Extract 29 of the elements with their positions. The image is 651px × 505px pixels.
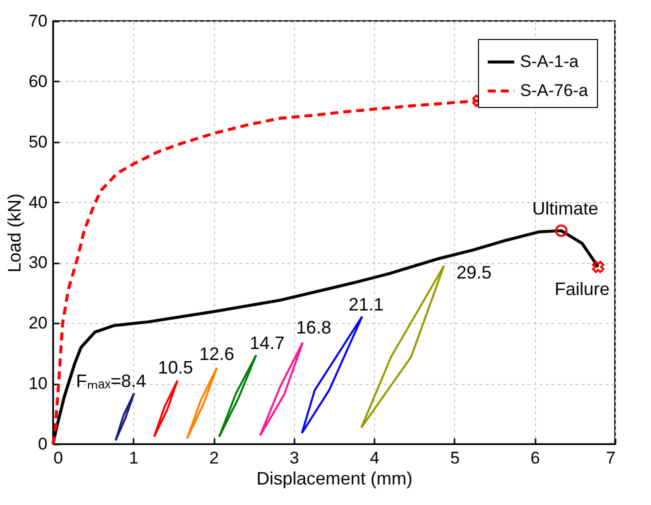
annotation: 10.5 [158, 358, 193, 378]
y-tick-label: 70 [28, 12, 48, 30]
annotation: Fₘₐₓ=8.4 [76, 371, 146, 392]
y-tick-label: 50 [28, 132, 48, 152]
legend-label: S-A-1-a [520, 52, 580, 71]
annotation: Failure [554, 278, 610, 299]
x-tick-label: 5 [450, 448, 460, 468]
y-tick-label: 10 [28, 374, 48, 394]
x-tick-label: 3 [290, 448, 300, 468]
y-tick-label: 40 [28, 192, 48, 212]
annotation: 16.8 [296, 317, 332, 338]
x-tick-label: 1 [129, 448, 139, 468]
y-tick-label: 30 [28, 253, 48, 272]
annotation: 12.6 [199, 344, 234, 364]
annotation: 21.1 [348, 294, 384, 314]
legend-label: S-A-76-a [520, 81, 589, 100]
x-tick-label: 7 [606, 448, 616, 468]
y-tick-label: 20 [28, 314, 48, 333]
x-tick-label: 4 [370, 448, 380, 468]
y-axis-title: Load (kN) [4, 193, 25, 273]
annotation: 14.7 [250, 333, 285, 354]
x-tick-label: 6 [530, 448, 540, 468]
x-axis-title: Displacement (mm) [256, 468, 413, 488]
annotation: Ultimate [532, 198, 598, 219]
x-tick-label: 2 [209, 448, 219, 468]
y-tick-label: 0 [38, 434, 48, 454]
y-tick-label: 60 [28, 72, 48, 91]
annotation: 29.5 [456, 262, 492, 283]
x-tick-label: 0 [54, 448, 63, 468]
